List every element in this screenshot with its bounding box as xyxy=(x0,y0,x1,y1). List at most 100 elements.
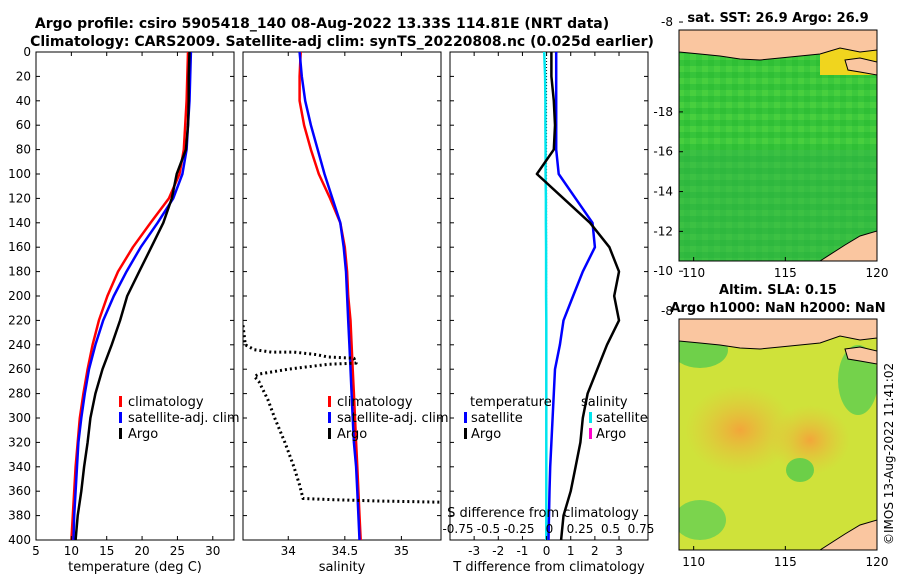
depth-tick-label: 180 xyxy=(8,265,31,279)
depth-tick-label: 220 xyxy=(8,313,31,327)
map-x-tick-label: 110 xyxy=(682,555,705,569)
s-difference-tick-labels: -0.75 -0.5 -0.25 0 0.25 0.5 0.75 xyxy=(442,522,654,536)
depth-tick-label: 380 xyxy=(8,509,31,523)
x-tick-label: 1 xyxy=(567,544,575,558)
series-temperature-satellite xyxy=(547,52,597,540)
salinity-xlabel: salinity xyxy=(319,560,366,575)
depth-tick-label: 100 xyxy=(8,167,31,181)
depth-tick-label: 260 xyxy=(8,362,31,376)
depth-tick-label: 80 xyxy=(16,143,31,157)
depth-tick-label: 280 xyxy=(8,387,31,401)
depth-tick-label: 160 xyxy=(8,240,31,254)
x-tick-label: 20 xyxy=(134,544,149,558)
sla-map xyxy=(679,319,877,550)
legend-swatch-satellite xyxy=(119,412,122,423)
map-y-tick-label: -12 xyxy=(653,224,673,238)
s-difference-tick-label: -0.75 xyxy=(442,522,473,536)
x-tick-label: 34 xyxy=(281,544,296,558)
series-climatology xyxy=(70,52,190,540)
legend-swatch-argo xyxy=(328,428,331,439)
sla-high-anomaly-2 xyxy=(770,405,850,475)
legend-label-satellite: satellite-adj. clim xyxy=(128,411,240,426)
s-difference-tick-label: -0.5 xyxy=(477,522,500,536)
s-difference-tick-label: 0.5 xyxy=(601,522,620,536)
map-x-tick-label: 115 xyxy=(774,555,797,569)
legend-swatch-argo xyxy=(119,428,122,439)
legend-title-temperature: temperature xyxy=(470,395,552,410)
difference-x-ticks: -3 -2 -1 0 1 2 3 xyxy=(468,52,623,558)
depth-tick-label: 0 xyxy=(23,45,31,59)
x-tick-label: 5 xyxy=(32,544,40,558)
salinity-plot xyxy=(243,52,441,540)
depth-tick-label: 300 xyxy=(8,411,31,425)
map-y-tick-label: -18 xyxy=(653,105,673,119)
legend-label-s-argo: Argo xyxy=(596,427,626,442)
depth-tick-label: 40 xyxy=(16,94,31,108)
x-tick-label: -3 xyxy=(468,544,480,558)
salinity-axes xyxy=(242,51,442,541)
series-argo xyxy=(243,325,441,504)
sla-map-ticks: 110 115 120 -8 -10 -12 -14 -16 -18 xyxy=(653,105,888,569)
depth-tick-label: 400 xyxy=(8,533,31,547)
temperature-axes xyxy=(35,51,235,541)
depth-tick-label: 120 xyxy=(8,191,31,205)
depth-tick-label: 20 xyxy=(16,69,31,83)
depth-tick-label: 360 xyxy=(8,484,31,498)
sla-low-anomaly-3 xyxy=(786,458,814,482)
s-difference-tick-label: 0 xyxy=(546,522,554,536)
legend-label-climatology: climatology xyxy=(337,395,413,410)
sla-map-title-1: Altim. SLA: 0.15 xyxy=(719,283,837,298)
title-line-2: Climatology: CARS2009. Satellite-adj cli… xyxy=(30,34,654,50)
depth-tick-label: 60 xyxy=(16,118,31,132)
x-tick-label: 3 xyxy=(615,544,623,558)
x-tick-label: 34.5 xyxy=(331,544,358,558)
depth-tick-label: 140 xyxy=(8,216,31,230)
map-x-tick-label: 120 xyxy=(866,555,889,569)
map-y-tick-label: -10 xyxy=(653,264,673,278)
legend-swatch-s-satellite xyxy=(589,412,592,423)
depth-tick-labels: 0 20 40 60 80 100 120 140 160 180 200 220 240 260 280 3… xyxy=(8,45,648,547)
sla-land-java xyxy=(679,319,877,350)
series-salinity-satellite xyxy=(542,52,548,540)
legend-title-salinity: salinity xyxy=(581,395,628,410)
temperature-legend: climatology satellite-adj. clim Argo xyxy=(119,395,240,442)
legend-label-argo: Argo xyxy=(337,427,367,442)
sst-land-java xyxy=(679,30,877,61)
sst-map-title: sat. SST: 26.9 Argo: 26.9 xyxy=(687,11,868,26)
legend-label-climatology: climatology xyxy=(128,395,204,410)
x-tick-label: 2 xyxy=(591,544,599,558)
difference-xlabel: T difference from climatology xyxy=(452,560,645,575)
x-tick-label: 30 xyxy=(205,544,220,558)
difference-plot xyxy=(535,52,621,540)
temperature-xlabel: temperature (deg C) xyxy=(68,560,202,575)
x-tick-label: 35 xyxy=(394,544,409,558)
sla-low-anomaly-4 xyxy=(679,500,726,540)
series-climatology xyxy=(298,52,362,540)
depth-tick-label: 320 xyxy=(8,435,31,449)
legend-label-t-argo: Argo xyxy=(471,427,501,442)
legend-swatch-satellite xyxy=(328,412,331,423)
s-difference-tick-label: 0.75 xyxy=(628,522,655,536)
series-satellite-adj-clim xyxy=(298,52,361,540)
sst-map xyxy=(679,30,877,261)
legend-label-s-satellite: satellite xyxy=(596,411,648,426)
depth-tick-label: 240 xyxy=(8,338,31,352)
depth-tick-label: 340 xyxy=(8,460,31,474)
sst-land-australia xyxy=(819,230,877,261)
map-y-tick-label: -8 xyxy=(661,15,673,29)
s-difference-tick-label: 0.25 xyxy=(567,522,594,536)
series-temperature-argo xyxy=(535,52,621,540)
legend-label-t-satellite: satellite xyxy=(471,411,523,426)
temperature-x-ticks: 5 10 15 20 25 30 xyxy=(32,52,220,558)
x-tick-label: 0 xyxy=(543,544,551,558)
sla-land-australia xyxy=(819,519,877,550)
temperature-plot xyxy=(70,52,193,540)
sst-land-islands xyxy=(844,57,877,76)
salinity-x-ticks: 34 34.5 35 xyxy=(281,52,409,558)
map-y-tick-label: -8 xyxy=(661,304,673,318)
sst-cool-band xyxy=(679,150,877,261)
sla-high-anomaly xyxy=(685,385,795,475)
s-difference-tick-label: -0.25 xyxy=(503,522,534,536)
